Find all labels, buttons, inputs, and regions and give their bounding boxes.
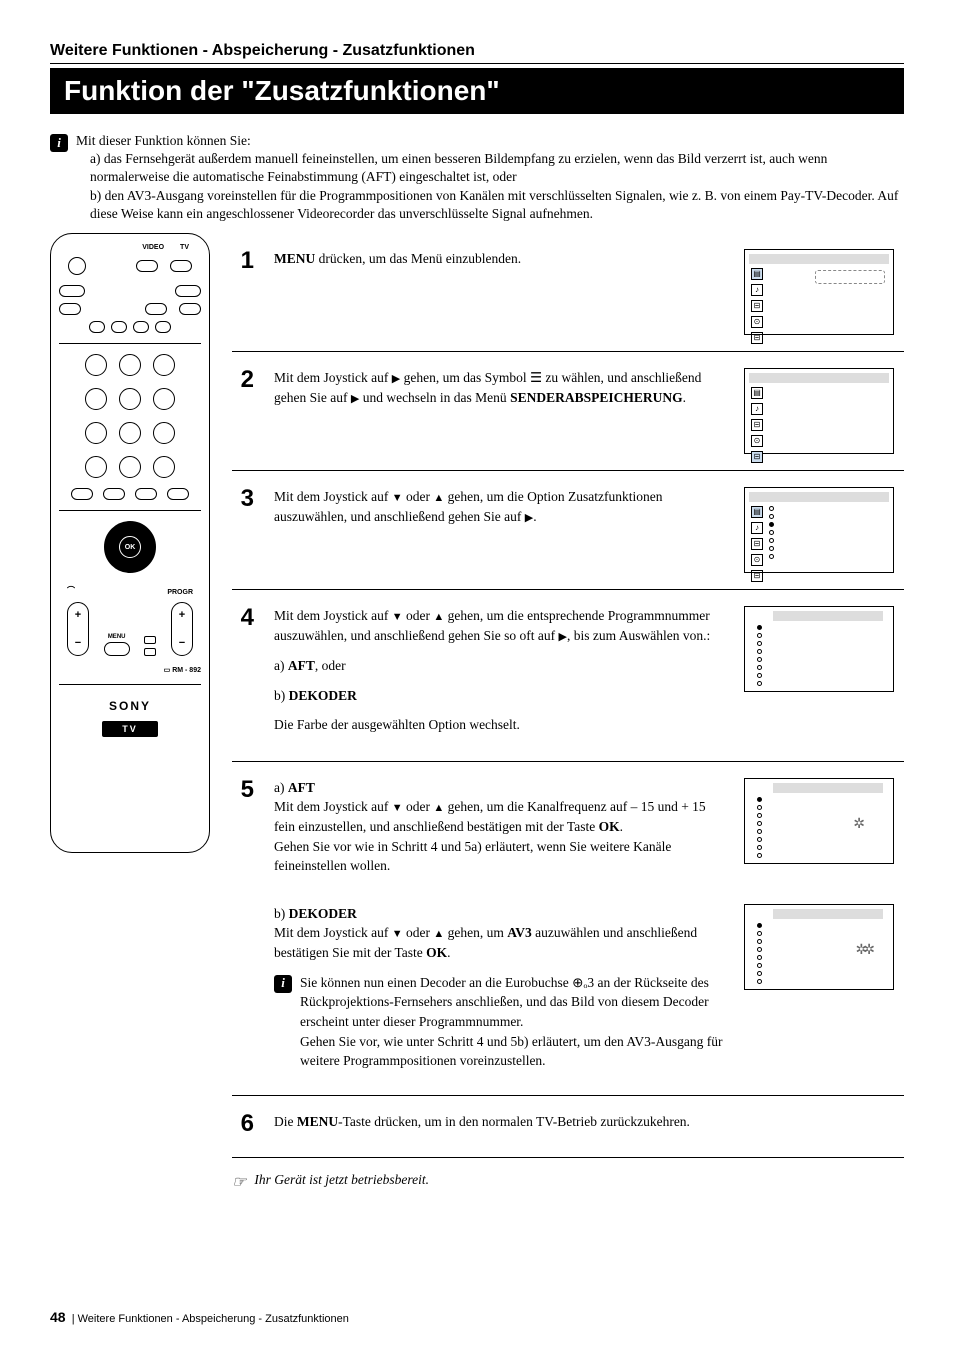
num-button <box>85 456 107 478</box>
num-button <box>153 354 175 376</box>
program-rocker-icon: +− <box>171 602 193 656</box>
joystick-icon: OK <box>104 521 156 573</box>
step-paragraph: b) DEKODER <box>274 686 724 706</box>
num-button <box>153 388 175 410</box>
num-button <box>119 456 141 478</box>
step-4: 4 Mit dem Joystick auf ▼ oder ▲ gehen, u… <box>232 589 904 761</box>
menu-thumbnail: ✲ <box>744 778 894 886</box>
remote-pill-button <box>145 303 167 315</box>
step-5: 5 a) AFTMit dem Joystick auf ▼ oder ▲ ge… <box>232 761 904 1095</box>
step-6: 6 Die MENU-Taste drücken, um in den norm… <box>232 1095 904 1158</box>
menu-thumbnail: ▤♪⊟⊙⊟ <box>744 368 894 454</box>
menu-thumbnail <box>744 606 894 745</box>
remote-pill-button <box>59 303 81 315</box>
progr-label: PROGR <box>167 589 193 596</box>
remote-pill-button <box>133 321 149 333</box>
step-paragraph: Mit dem Joystick auf ▼ oder ▲ gehen, um … <box>274 606 724 646</box>
num-button <box>119 354 141 376</box>
page-footer: 48 | Weitere Funktionen - Abspeicherung … <box>50 1309 349 1325</box>
step-3: 3 Mit dem Joystick auf ▼ oder ▲ gehen, u… <box>232 470 904 589</box>
remote-pill-button <box>71 488 93 500</box>
remote-pill-button <box>167 488 189 500</box>
remote-pill-button <box>175 285 201 297</box>
step-number: 2 <box>232 368 254 454</box>
num-button <box>153 422 175 444</box>
divider <box>50 63 904 64</box>
info-icon: i <box>274 975 292 993</box>
intro-item-a: a) das Fernsehgerät außerdem manuell fei… <box>76 150 904 186</box>
step-number: 1 <box>232 249 254 335</box>
step-info-text: Sie können nun einen Decoder an die Euro… <box>300 973 724 1071</box>
intro-block: i Mit dieser Funktion können Sie: a) das… <box>50 132 904 223</box>
intro-item-b: b) den AV3-Ausgang voreinstellen für die… <box>76 187 904 223</box>
step-paragraph: Mit dem Joystick auf ▼ oder ▲ gehen, um … <box>274 487 724 527</box>
hand-icon: ☞ <box>232 1172 246 1192</box>
menu-thumbnail: ✲✲ <box>744 904 894 1079</box>
remote-control-illustration: VIDEO TV <box>50 233 210 853</box>
step-paragraph: Mit dem Joystick auf ▶ gehen, um das Sym… <box>274 368 724 408</box>
power-video-button <box>136 260 158 272</box>
mute-icon <box>68 257 86 275</box>
ok-button-label: OK <box>119 536 141 558</box>
remote-pill-button <box>59 285 85 297</box>
remote-pill-button <box>155 321 171 333</box>
remote-small-button <box>144 648 156 656</box>
step-2: 2 Mit dem Joystick auf ▶ gehen, um das S… <box>232 351 904 470</box>
step-paragraph: Die Farbe der ausgewählten Option wechse… <box>274 715 724 735</box>
menu-button-icon <box>104 642 130 656</box>
brand-label: SONY <box>109 699 151 713</box>
menu-thumbnail: ▤♪⊟⊙⊟ <box>744 249 894 335</box>
num-button <box>85 388 107 410</box>
remote-pill-button <box>103 488 125 500</box>
remote-pill-button <box>135 488 157 500</box>
remote-pill-button <box>89 321 105 333</box>
num-button <box>119 422 141 444</box>
remote-pill-button <box>111 321 127 333</box>
step-number: 5 <box>232 778 254 1079</box>
step-paragraph: a) AFTMit dem Joystick auf ▼ oder ▲ gehe… <box>274 778 724 876</box>
volume-rocker-icon: +− <box>67 602 89 656</box>
remote-label-video: VIDEO <box>142 244 164 251</box>
menu-label: MENU <box>108 634 126 640</box>
remote-label-tv: TV <box>180 244 189 251</box>
num-button <box>85 422 107 444</box>
intro-lead: Mit dieser Funktion können Sie: <box>76 132 904 150</box>
step-paragraph: MENU drücken, um das Menü einzublenden. <box>274 249 724 269</box>
step-paragraph: b) DEKODERMit dem Joystick auf ▼ oder ▲ … <box>274 904 724 963</box>
step-paragraph: a) AFT, oder <box>274 656 724 676</box>
step-number: 4 <box>232 606 254 745</box>
page-title: Funktion der "Zusatzfunktionen" <box>50 68 904 114</box>
step-paragraph: Die MENU-Taste drücken, um in den normal… <box>274 1112 904 1132</box>
step-number: 3 <box>232 487 254 573</box>
info-icon: i <box>50 134 68 152</box>
num-button <box>153 456 175 478</box>
breadcrumb: Weitere Funktionen - Abspeicherung - Zus… <box>50 42 904 60</box>
tv-badge: TV <box>102 721 158 737</box>
closing-note: ☞ Ihr Gerät ist jetzt betriebsbereit. <box>232 1172 904 1192</box>
remote-small-button <box>144 636 156 644</box>
remote-model: RM - 892 <box>172 667 201 674</box>
menu-thumbnail: ▤♪⊟⊙⊟ <box>744 487 894 573</box>
step-number: 6 <box>232 1112 254 1142</box>
footer-text: Weitere Funktionen - Abspeicherung - Zus… <box>78 1313 349 1325</box>
power-tv-button <box>170 260 192 272</box>
page-number: 48 <box>50 1309 66 1325</box>
closing-text: Ihr Gerät ist jetzt betriebsbereit. <box>254 1172 429 1192</box>
num-button <box>85 354 107 376</box>
step-1: 1 MENU drücken, um das Menü einzublenden… <box>232 233 904 351</box>
remote-pill-button <box>179 303 201 315</box>
num-button <box>119 388 141 410</box>
